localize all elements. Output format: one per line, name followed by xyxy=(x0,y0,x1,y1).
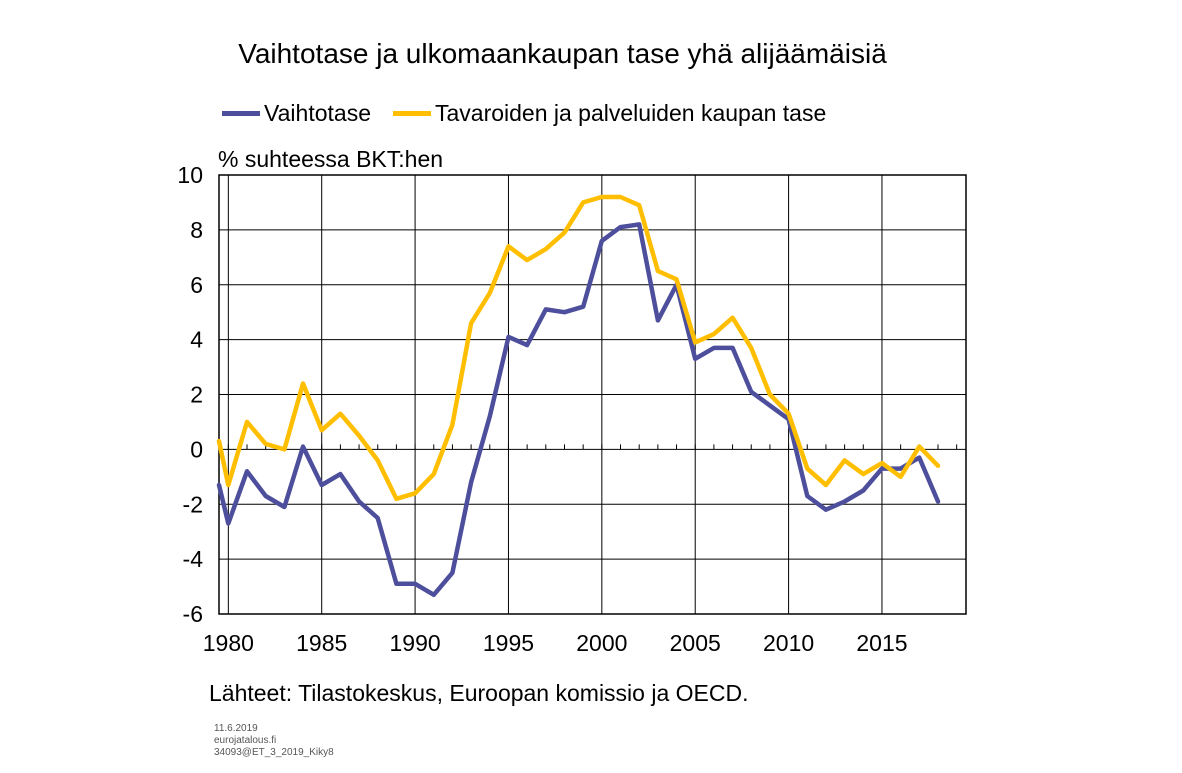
y-tick-label: 0 xyxy=(190,436,203,462)
footer-date: 11.6.2019 xyxy=(214,723,258,734)
y-tick-label: -2 xyxy=(183,491,203,517)
series-line-kauppatase xyxy=(216,194,941,502)
legend-item-vaihtotase: Vaihtotase xyxy=(222,100,371,127)
y-tick-label: -6 xyxy=(183,601,203,627)
x-tick-label: 2005 xyxy=(670,630,721,656)
footer-site: eurojatalous.fi xyxy=(214,735,277,746)
footer-code: 34093@ET_3_2019_Kiky8 xyxy=(214,747,334,758)
y-tick-label: 2 xyxy=(190,382,203,408)
legend-swatch-vaihtotase xyxy=(222,111,260,116)
legend-item-kauppatase: Tavaroiden ja palveluiden kaupan tase xyxy=(392,100,827,127)
y-tick-label: 4 xyxy=(190,327,203,353)
x-tick-label: 1995 xyxy=(483,630,534,656)
source-note: Lähteet: Tilastokeskus, Euroopan komissi… xyxy=(209,680,749,706)
legend-swatch-kauppatase xyxy=(392,111,431,116)
y-tick-label: 6 xyxy=(190,272,203,298)
y-tick-label: 10 xyxy=(177,162,203,188)
series-line-vaihtotase xyxy=(216,222,941,598)
legend-label-kauppatase: Tavaroiden ja palveluiden kaupan tase xyxy=(434,100,827,126)
legend-label-vaihtotase: Vaihtotase xyxy=(264,100,371,126)
chart-legend: Vaihtotase Tavaroiden ja palveluiden kau… xyxy=(222,100,848,127)
x-tick-label: 2010 xyxy=(763,630,814,656)
x-tick-label: 2000 xyxy=(576,630,627,656)
y-tick-label: -4 xyxy=(183,546,204,572)
chart-title: Vaihtotase ja ulkomaankaupan tase yhä al… xyxy=(238,38,887,69)
x-tick-label: 2015 xyxy=(856,630,907,656)
x-tick-label: 1980 xyxy=(203,630,254,656)
x-tick-label: 1990 xyxy=(390,630,441,656)
y-axis-unit-label: % suhteessa BKT:hen xyxy=(218,146,444,172)
footer-meta: 11.6.2019 eurojatalous.fi 34093@ET_3_201… xyxy=(214,723,334,759)
y-tick-label: 8 xyxy=(190,217,203,243)
x-tick-label: 1985 xyxy=(296,630,347,656)
